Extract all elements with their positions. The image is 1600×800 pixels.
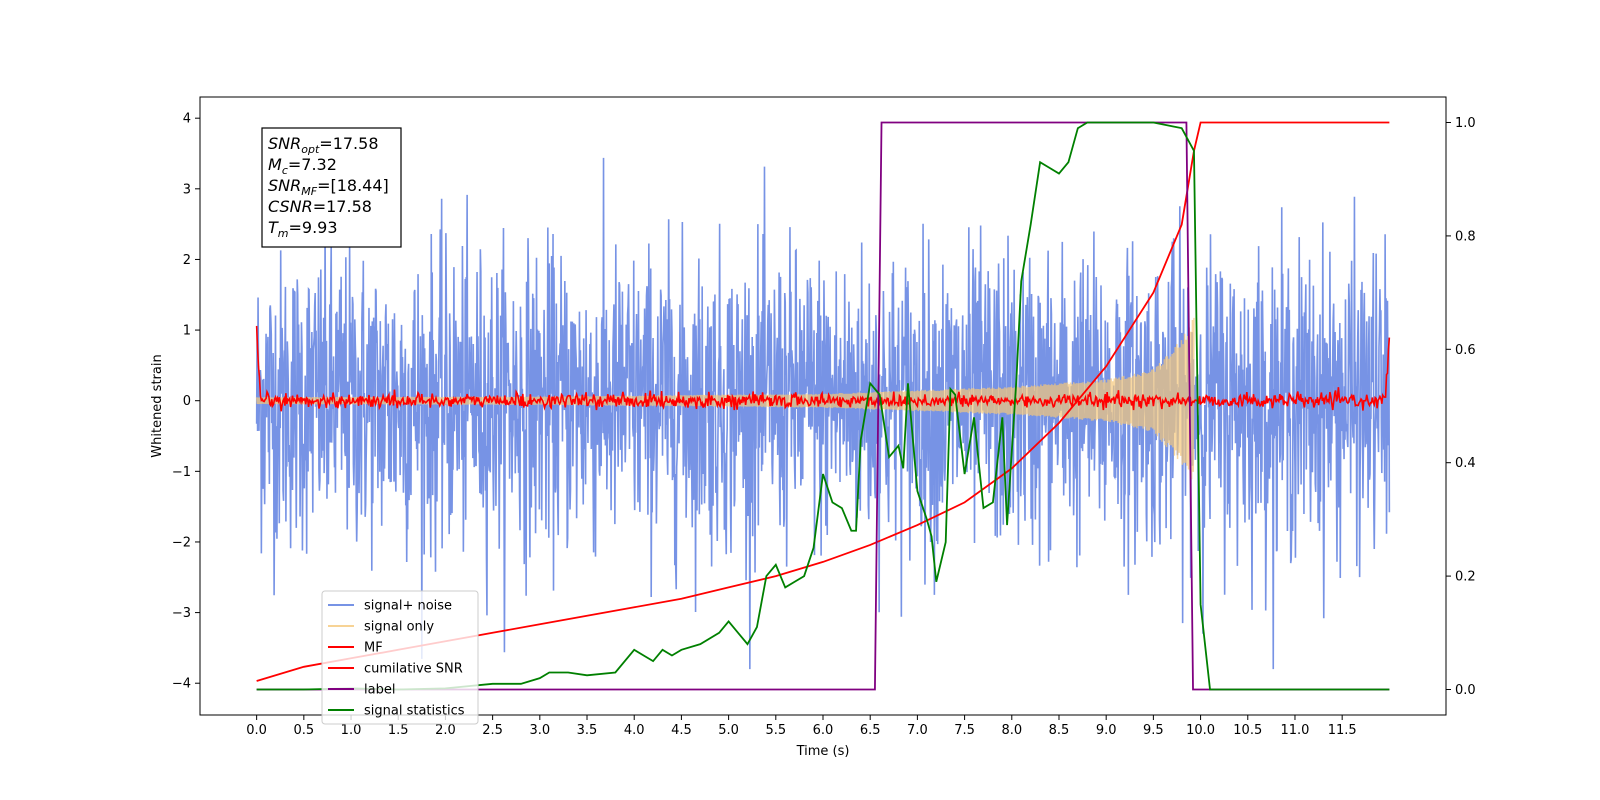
x-tick-label: 2.0 <box>435 723 456 738</box>
x-axis-label: Time (s) <box>796 744 850 759</box>
annotation-symbol: SNR <box>268 176 301 195</box>
y-tick-label: 3 <box>183 182 191 197</box>
annotation-symbol: CSNR <box>268 197 313 216</box>
annotation-value: =9.93 <box>289 218 338 237</box>
y-axis-label: Whitened strain <box>150 354 165 457</box>
x-tick-label: 10.5 <box>1233 723 1262 738</box>
x-tick-label: 0.5 <box>293 723 314 738</box>
stats-annotation-box: SNRopt=17.58Mc=7.32SNRMF=[18.44]CSNR=17.… <box>261 127 402 248</box>
y-tick-label: 4 <box>183 112 191 127</box>
annotation-value: =7.32 <box>288 155 337 174</box>
x-tick-label: 4.0 <box>624 723 645 738</box>
legend: signal+ noise signal only MF cumilative SNR… <box>321 590 479 725</box>
x-tick-label: 9.5 <box>1143 723 1164 738</box>
annotation-frame <box>261 127 402 248</box>
annotation-line: CSNR=17.58 <box>268 197 372 216</box>
y2-tick-label: 0.2 <box>1455 570 1476 585</box>
x-tick-label: 4.5 <box>671 723 692 738</box>
y2-tick-label: 0.0 <box>1455 683 1476 698</box>
y-tick-label: 2 <box>183 253 191 268</box>
legend-label: signal+ noise <box>364 599 452 614</box>
series-signal-only-line <box>255 317 1195 480</box>
x-tick-label: 8.5 <box>1049 723 1070 738</box>
y-tick-label: −1 <box>172 465 191 480</box>
x-tick-label: 8.0 <box>1001 723 1022 738</box>
axes-layer: 0.0 0.5 1.0 1.5 2.0 2.5 3.0 3.5 4.0 4.5 5.0 5.5 6.0 6… <box>172 96 1476 738</box>
x-tick-label: 1.5 <box>388 723 409 738</box>
x-tick-label: 2.5 <box>482 723 503 738</box>
x-tick-label: 10.0 <box>1186 723 1215 738</box>
annotation-subscript: MF <box>301 185 317 198</box>
x-tick-label: 5.0 <box>718 723 739 738</box>
annotation-subscript: m <box>278 227 289 240</box>
annotation-value: =17.58 <box>313 197 372 216</box>
y2-tick-label: 0.6 <box>1455 343 1476 358</box>
annotation-line: SNRopt=17.58 <box>268 134 379 156</box>
legend-label: MF <box>364 641 383 656</box>
annotation-subscript: opt <box>301 143 320 156</box>
y2-tick-label: 1.0 <box>1455 116 1476 131</box>
x-tick-label: 0.0 <box>246 723 267 738</box>
y-tick-label: −4 <box>172 677 191 692</box>
series-signal-noise-line <box>255 157 1391 670</box>
annotation-line: SNRMF=[18.44] <box>268 176 389 198</box>
annotation-value: =17.58 <box>319 134 378 153</box>
legend-frame <box>321 590 479 725</box>
x-tick-label: 6.5 <box>860 723 881 738</box>
x-tick-label: 3.5 <box>577 723 598 738</box>
annotation-subscript: c <box>282 164 288 177</box>
series-signal-statistics-line <box>256 121 1390 691</box>
annotation-symbol: T <box>268 218 279 237</box>
legend-label: label <box>364 683 395 698</box>
y2-tick-label: 0.4 <box>1455 456 1476 471</box>
y2-tick-label: 0.8 <box>1455 229 1476 244</box>
y-tick-label: 1 <box>183 324 191 339</box>
legend-label: signal only <box>364 620 434 635</box>
x-tick-label: 6.0 <box>813 723 834 738</box>
x-tick-label: 7.5 <box>954 723 975 738</box>
legend-label: signal statistics <box>364 704 465 719</box>
annotation-symbol: SNR <box>268 134 301 153</box>
annotation-value: =[18.44] <box>317 176 389 195</box>
series-mf-line <box>255 325 1391 412</box>
x-tick-label: 5.5 <box>765 723 786 738</box>
annotation-line: Mc=7.32 <box>268 155 337 177</box>
x-tick-label: 11.5 <box>1328 723 1357 738</box>
y-tick-label: −3 <box>172 606 191 621</box>
annotation-symbol: M <box>268 155 282 174</box>
x-tick-label: 1.0 <box>341 723 362 738</box>
y-tick-label: −2 <box>172 535 191 550</box>
x-tick-label: 9.0 <box>1096 723 1117 738</box>
x-tick-label: 3.0 <box>529 723 550 738</box>
y-tick-label: 0 <box>183 394 191 409</box>
annotation-line: Tm=9.93 <box>268 218 338 240</box>
x-tick-label: 11.0 <box>1280 723 1309 738</box>
legend-label: cumilative SNR <box>364 662 463 677</box>
x-tick-label: 7.0 <box>907 723 928 738</box>
